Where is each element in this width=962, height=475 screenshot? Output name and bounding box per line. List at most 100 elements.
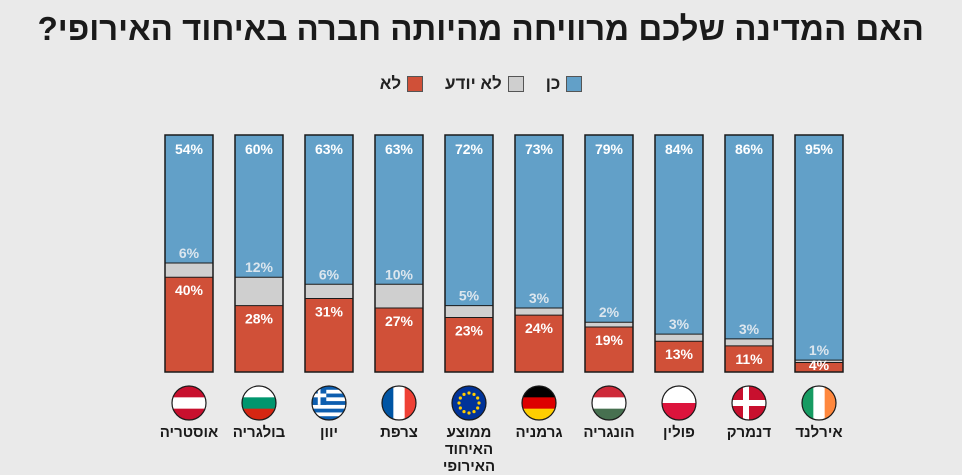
bar-yes xyxy=(655,135,703,335)
legend-swatch-yes xyxy=(566,76,583,92)
data-label-no: 13% xyxy=(665,346,694,362)
bar-outline xyxy=(304,134,354,373)
eu-flag-icon xyxy=(451,385,487,421)
bar-group: 73% 3% 24% xyxy=(514,134,564,373)
data-label-yes: 84% xyxy=(665,141,694,157)
data-label-dont-know: 5% xyxy=(459,288,480,304)
bar-dont-know xyxy=(655,334,703,342)
data-label-no: 23% xyxy=(455,322,484,338)
bar-group: 86% 3% 11% xyxy=(724,134,774,373)
data-label-dont-know: 10% xyxy=(385,266,414,282)
bar-dont-know xyxy=(235,277,283,306)
category-label: פולין xyxy=(663,424,695,441)
data-label-yes: 54% xyxy=(175,141,204,157)
bar-no xyxy=(795,362,843,372)
bar-group: 54% 6% 40% xyxy=(164,134,214,373)
bulgaria-flag-icon xyxy=(241,385,277,421)
bar-group: 84% 3% 13% xyxy=(654,134,704,373)
legend-label-yes: כן xyxy=(545,74,561,93)
data-label-dont-know: 3% xyxy=(669,316,690,332)
data-label-dont-know: 12% xyxy=(245,259,274,275)
bar-yes xyxy=(305,135,353,285)
bar-no xyxy=(655,341,703,372)
bar-dont-know xyxy=(585,322,633,327)
data-label-yes: 63% xyxy=(385,141,414,157)
page-title: האם המדינה שלכם מרוויחה מהיותה חברה באיח… xyxy=(37,10,924,47)
data-label-dont-know: 3% xyxy=(739,321,760,337)
bar-dont-know xyxy=(795,360,843,363)
data-label-dont-know: 3% xyxy=(529,290,550,306)
hungary-flag-icon xyxy=(591,385,627,421)
bar-dont-know xyxy=(165,262,213,278)
category-label: יוון xyxy=(319,424,339,441)
category-label: הונגריה xyxy=(583,424,635,441)
bar-no xyxy=(585,326,633,372)
bar-group: 60% 12% 28% xyxy=(234,134,284,373)
ireland-flag-icon xyxy=(801,385,837,421)
legend-item-no: לא xyxy=(379,74,424,94)
data-label-dont-know: 2% xyxy=(599,304,620,320)
bar-no xyxy=(165,277,213,372)
bar-dont-know xyxy=(515,308,563,316)
bar-no xyxy=(235,305,283,372)
bar-yes xyxy=(445,135,493,306)
data-label-no: 28% xyxy=(245,311,274,327)
greece-flag-icon xyxy=(311,385,347,421)
bar-outline xyxy=(234,134,284,373)
bar-outline xyxy=(654,134,704,373)
bar-no xyxy=(375,308,423,372)
bar-yes xyxy=(725,135,773,339)
data-label-no: 11% xyxy=(735,351,763,367)
legend-item-dont-know: לא יודע xyxy=(445,74,524,94)
data-label-dont-know: 6% xyxy=(179,245,200,261)
legend-swatch-no xyxy=(407,76,424,92)
data-label-dont-know: 6% xyxy=(319,266,340,282)
legend-label-dont-know: לא יודע xyxy=(445,74,502,93)
category-label: גרמניה xyxy=(515,424,563,441)
data-label-no: 31% xyxy=(315,304,344,320)
data-label-no: 40% xyxy=(175,282,204,298)
germany-flag-icon xyxy=(521,385,557,421)
bar-yes xyxy=(165,135,213,263)
data-label-no: 19% xyxy=(595,332,624,348)
bar-group: 72% 5% 23% xyxy=(444,134,494,373)
bar-yes xyxy=(235,135,283,278)
bar-dont-know xyxy=(725,338,773,346)
data-label-no: 24% xyxy=(525,320,554,336)
bar-no xyxy=(445,317,493,372)
data-label-no: 27% xyxy=(385,313,414,329)
bar-dont-know xyxy=(445,305,493,318)
category-label: צרפת xyxy=(380,424,418,441)
denmark-flag-icon xyxy=(731,385,767,421)
category-label: דנמרק xyxy=(726,424,772,441)
category-label: ממוצע האיחוד האירופי xyxy=(442,424,496,475)
data-label-yes: 73% xyxy=(525,141,554,157)
category-label: אירלנד xyxy=(795,424,843,441)
bar-outline xyxy=(584,134,634,373)
legend-label-no: לא xyxy=(379,74,402,93)
category-label: בולגריה xyxy=(232,424,286,441)
data-label-no: 4% xyxy=(809,357,830,373)
bar-outline xyxy=(374,134,424,373)
bar-yes xyxy=(585,135,633,323)
bar-yes xyxy=(515,135,563,309)
bar-no xyxy=(305,298,353,372)
data-label-yes: 63% xyxy=(315,141,344,157)
france-flag-icon xyxy=(381,385,417,421)
bar-outline xyxy=(794,134,844,373)
bar-dont-know xyxy=(375,284,423,309)
bar-outline xyxy=(724,134,774,373)
bar-dont-know xyxy=(305,284,353,299)
bar-yes xyxy=(795,135,843,361)
chart-legend: כן לא יודע לא xyxy=(0,74,962,94)
bar-outline xyxy=(514,134,564,373)
data-label-yes: 79% xyxy=(595,141,624,157)
bar-yes xyxy=(375,135,423,285)
bar-no xyxy=(515,315,563,372)
category-label: אוסטריה xyxy=(159,424,219,441)
legend-swatch-dont-know xyxy=(507,76,524,92)
poland-flag-icon xyxy=(661,385,697,421)
austria-flag-icon xyxy=(171,385,207,421)
legend-item-yes: כן xyxy=(546,74,583,94)
